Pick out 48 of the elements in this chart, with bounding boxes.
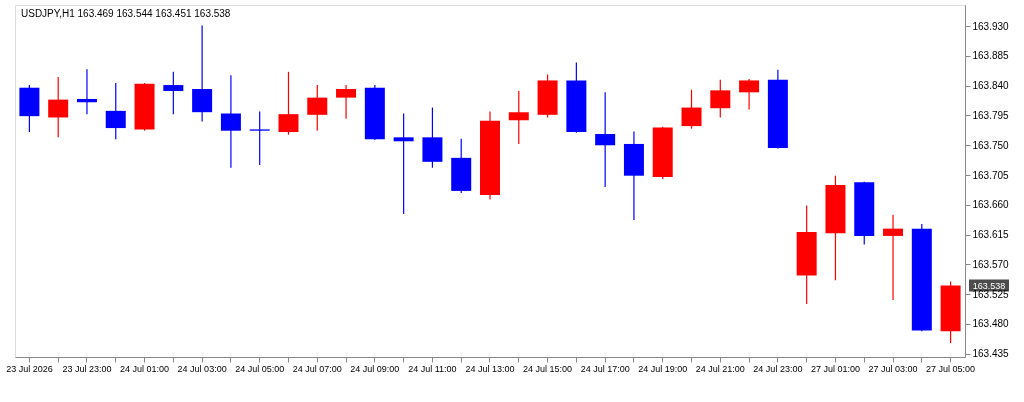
candlestick [48,76,69,138]
candlestick [105,82,126,140]
x-tick-label: 27 Jul 03:00 [868,363,918,374]
candlestick [710,79,731,119]
y-tick-label: 163.840 [972,80,1010,92]
y-tick-label: 163.750 [972,139,1010,151]
candlestick [220,74,241,169]
x-tick-label: 24 Jul 09:00 [350,363,400,374]
y-tick-label: 163.660 [972,199,1010,211]
x-tick-label: 27 Jul 01:00 [810,363,860,374]
x-tick-label: 24 Jul 21:00 [695,363,745,374]
y-tick-label: 163.435 [972,348,1010,360]
y-tick-label: 163.525 [972,288,1010,300]
candlestick [595,91,616,188]
candlestick [508,90,529,145]
candlestick [249,110,270,166]
candlestick [739,78,760,111]
y-tick-label: 163.930 [972,20,1010,32]
x-tick-label: 23 Jul 23:00 [62,363,112,374]
y-tick-label: 163.885 [972,50,1010,62]
candlestick [163,71,184,115]
y-tick-label: 163.570 [972,258,1010,270]
x-tick-label: 24 Jul 13:00 [465,363,515,374]
y-tick-label: 163.705 [972,169,1010,181]
y-tick-label: 163.615 [972,229,1010,241]
x-tick-label: 23 Jul 2026 [6,363,53,374]
x-tick-label: 24 Jul 17:00 [580,363,630,374]
y-tick-label: 163.795 [972,110,1010,121]
x-tick-label: 24 Jul 11:00 [408,363,457,374]
candlestick [681,89,702,130]
x-tick-label: 24 Jul 19:00 [638,363,688,374]
x-tick-label: 24 Jul 05:00 [235,363,285,374]
candlestick [278,71,299,136]
candlestick [76,68,97,115]
candlestick [307,84,328,132]
x-tick-label: 24 Jul 01:00 [120,363,170,374]
candlestick [883,214,904,301]
chart-title: USDJPY,H1 163.469 163.544 163.451 163.538 [21,8,231,19]
x-tick-label: 24 Jul 23:00 [753,363,803,374]
x-tick-label: 27 Jul 05:00 [926,363,976,374]
x-tick-label: 24 Jul 07:00 [292,363,342,374]
y-tick-label: 163.480 [972,318,1010,330]
candlestick [336,84,357,120]
candlestick [192,24,213,123]
candlestick [393,112,414,215]
text: 163.538 [972,280,1006,291]
x-tick-label: 24 Jul 15:00 [523,363,573,374]
x-tick-label: 24 Jul 03:00 [177,363,227,374]
